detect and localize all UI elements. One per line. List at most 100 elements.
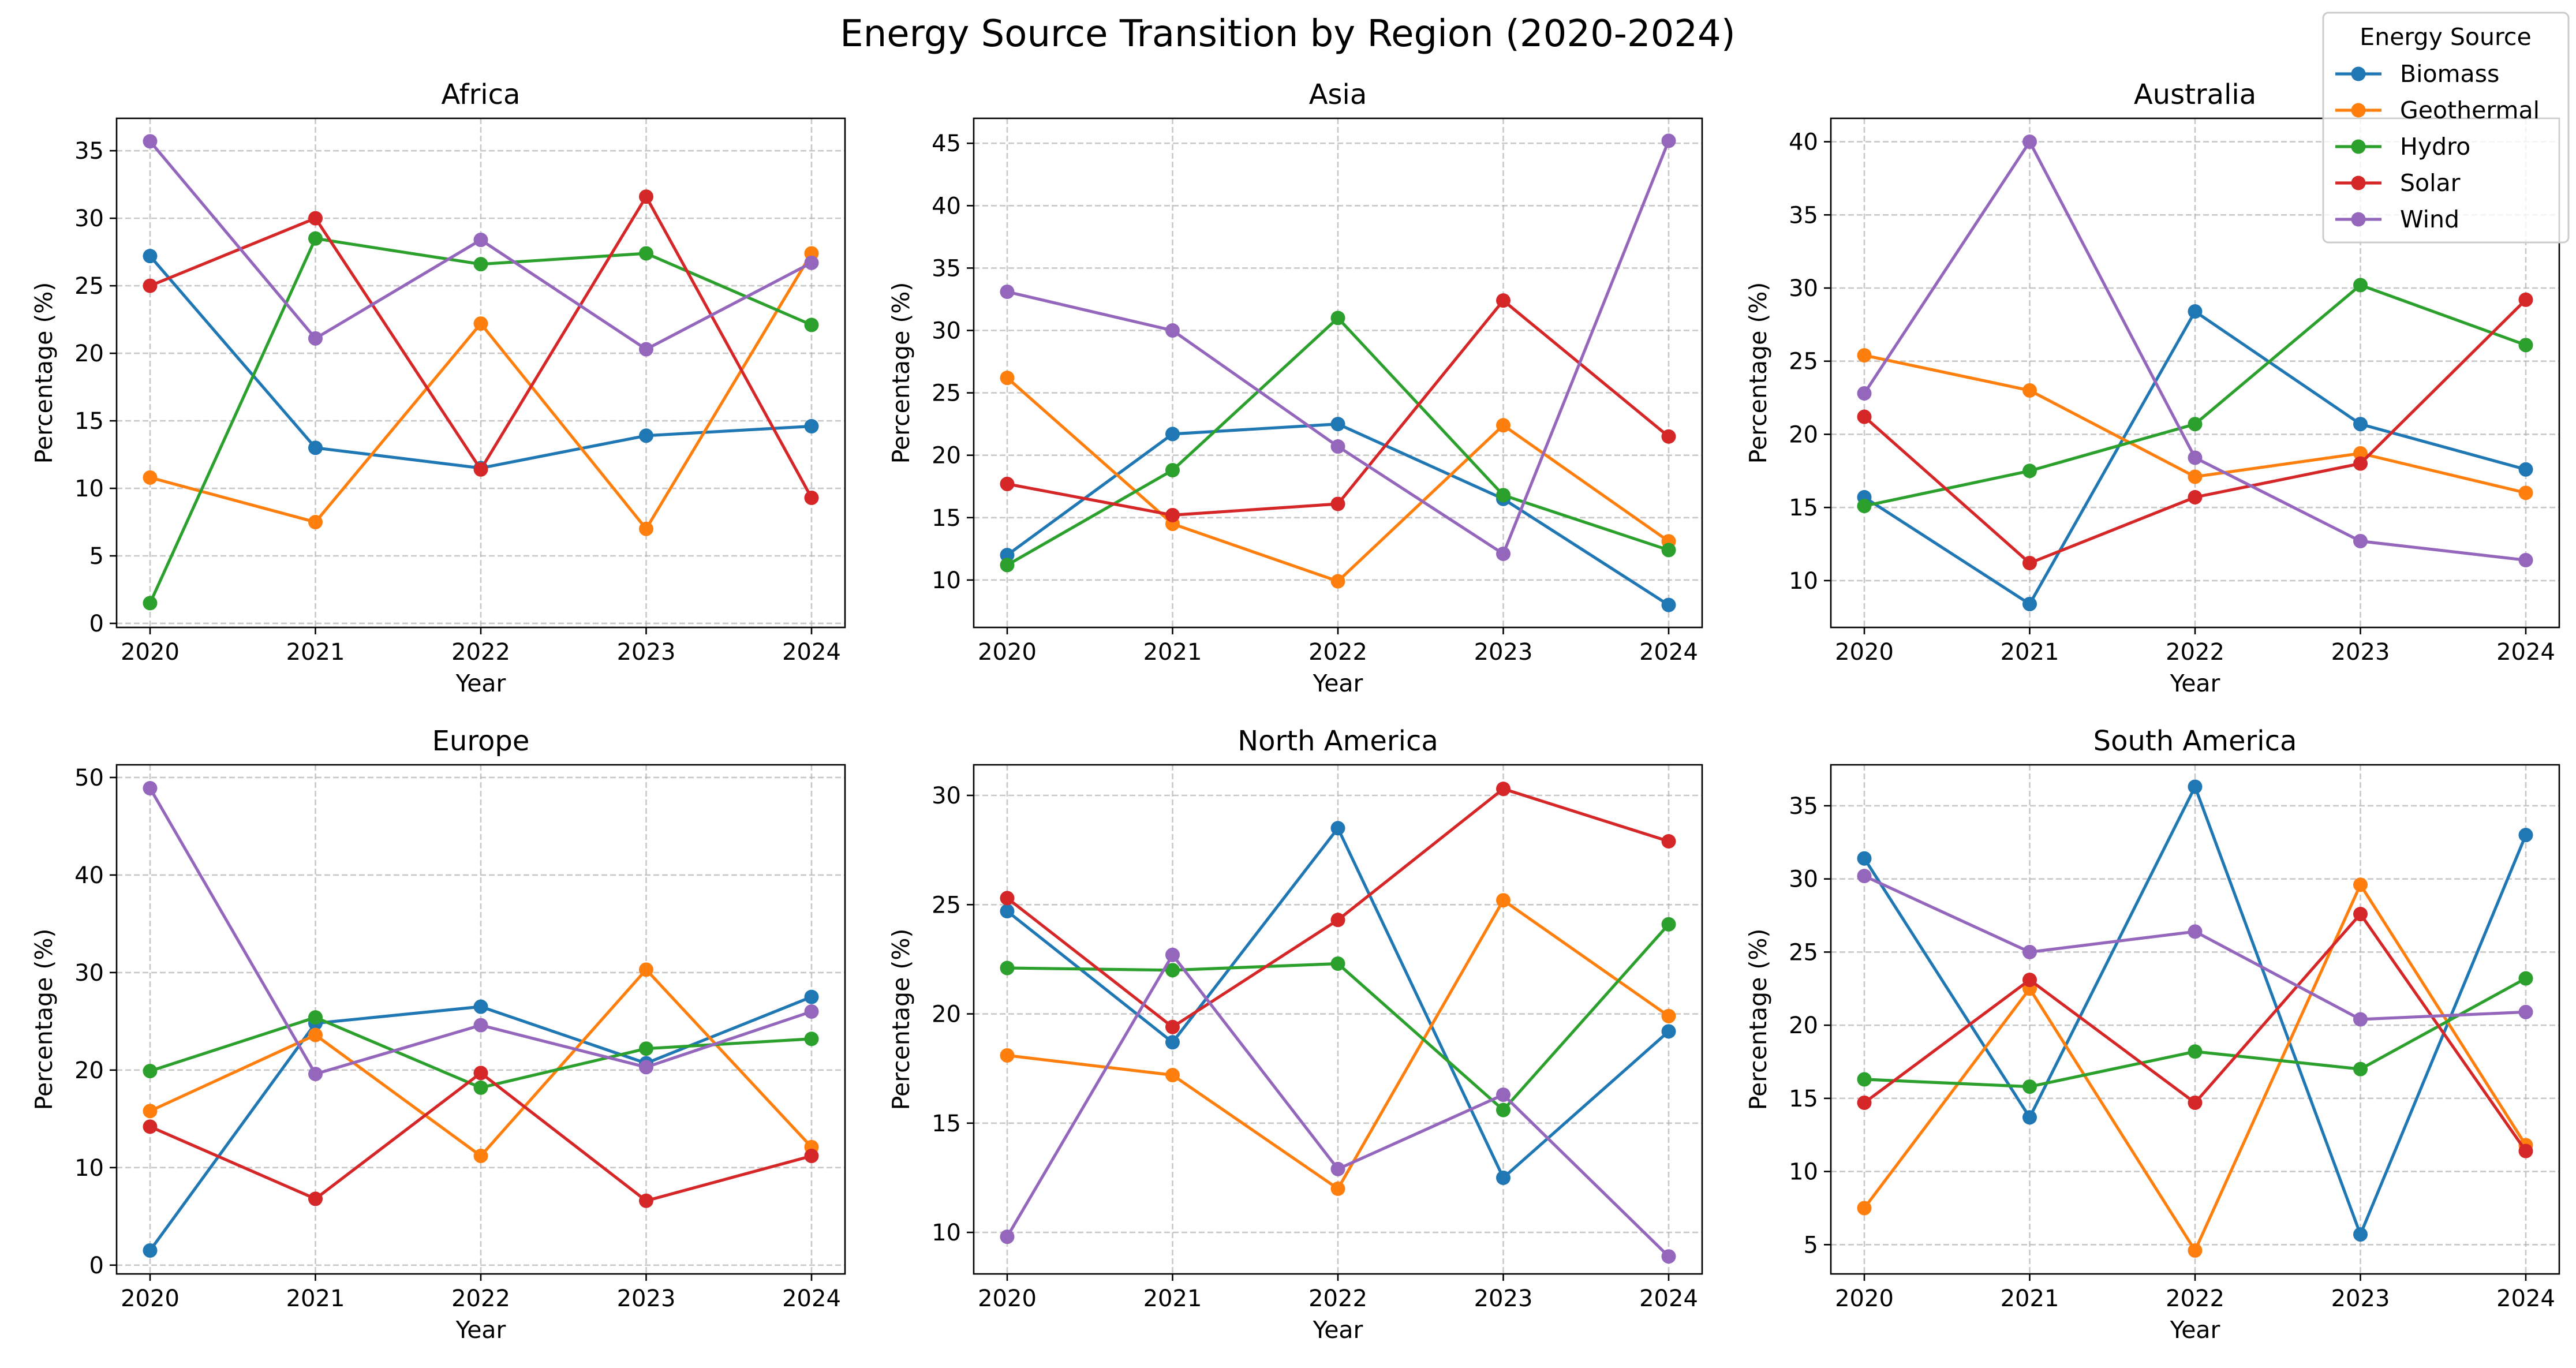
data-point-solar-2022 xyxy=(1330,913,1345,928)
y-tick-label: 40 xyxy=(74,862,104,889)
data-point-wind-2022 xyxy=(1330,439,1345,454)
data-point-hydro-2023 xyxy=(2353,1061,2368,1077)
data-point-geothermal-2020 xyxy=(1000,1048,1015,1063)
data-point-geothermal-2024 xyxy=(2518,485,2533,500)
x-tick-label: 2023 xyxy=(617,1285,676,1312)
y-tick-label: 20 xyxy=(1789,1012,1818,1039)
x-tick-label: 2021 xyxy=(286,639,345,666)
data-point-hydro-2024 xyxy=(2518,971,2533,986)
data-point-biomass-2021 xyxy=(2022,1110,2037,1125)
y-tick-label: 10 xyxy=(932,567,961,594)
subplot-title: Australia xyxy=(2134,79,2256,111)
y-tick-label: 10 xyxy=(932,1220,961,1246)
x-tick-label: 2020 xyxy=(978,1285,1037,1312)
data-point-hydro-2023 xyxy=(1496,488,1511,503)
data-point-wind-2024 xyxy=(804,255,819,270)
y-tick-label: 45 xyxy=(932,130,961,157)
y-tick-label: 10 xyxy=(74,1155,104,1182)
x-tick-label: 2020 xyxy=(978,639,1037,666)
data-point-geothermal-2022 xyxy=(1330,574,1345,589)
data-point-solar-2020 xyxy=(143,1119,158,1134)
data-point-wind-2023 xyxy=(1496,1087,1511,1102)
legend-label-biomass: Biomass xyxy=(2400,60,2499,88)
x-axis-label: Year xyxy=(1313,1316,1363,1344)
x-tick-label: 2021 xyxy=(2001,639,2059,666)
y-axis-label: Percentage (%) xyxy=(887,929,915,1111)
data-point-wind-2021 xyxy=(2022,134,2037,149)
x-tick-label: 2023 xyxy=(1474,639,1533,666)
data-point-biomass-2021 xyxy=(1165,427,1180,442)
data-point-hydro-2022 xyxy=(473,1080,488,1095)
y-tick-label: 30 xyxy=(74,960,104,986)
y-tick-label: 35 xyxy=(1789,202,1818,229)
legend-frame xyxy=(2322,12,2570,244)
data-point-biomass-2021 xyxy=(308,440,323,455)
data-point-wind-2023 xyxy=(1496,546,1511,561)
data-point-biomass-2022 xyxy=(473,999,488,1014)
data-point-biomass-2020 xyxy=(143,1243,158,1258)
y-tick-label: 30 xyxy=(74,205,104,232)
data-point-hydro-2021 xyxy=(308,231,323,246)
legend-marker-geothermal xyxy=(2351,103,2366,118)
y-tick-label: 5 xyxy=(1804,1232,1818,1258)
legend-marker-biomass xyxy=(2351,66,2366,81)
data-point-biomass-2021 xyxy=(2022,596,2037,611)
y-tick-label: 25 xyxy=(74,273,104,300)
data-point-biomass-2023 xyxy=(2353,1227,2368,1242)
subplot-north-america: 2020 2021 2022 2023 2024 10 15 20 25 30 North Amer… xyxy=(887,725,1703,1344)
data-point-geothermal-2020 xyxy=(143,1104,158,1119)
data-point-wind-2021 xyxy=(308,1067,323,1082)
data-point-hydro-2022 xyxy=(2188,1044,2203,1059)
data-point-geothermal-2023 xyxy=(1496,418,1511,433)
subplot-australia: 2020 2021 2022 2023 2024 10 15 20 25 30 35 40 Austra… xyxy=(1744,79,2560,697)
data-point-hydro-2021 xyxy=(1165,963,1180,978)
data-point-biomass-2020 xyxy=(143,249,158,264)
data-point-biomass-2024 xyxy=(1661,597,1676,612)
data-point-hydro-2020 xyxy=(143,596,158,611)
data-point-hydro-2022 xyxy=(473,257,488,272)
legend-label-wind: Wind xyxy=(2400,205,2459,233)
x-tick-label: 2020 xyxy=(1835,639,1894,666)
data-point-solar-2023 xyxy=(2353,907,2368,922)
data-point-solar-2023 xyxy=(2353,456,2368,471)
data-point-wind-2022 xyxy=(1330,1161,1345,1176)
data-point-hydro-2023 xyxy=(2353,278,2368,293)
data-point-geothermal-2020 xyxy=(1000,371,1015,386)
axes-layer: 2020 2021 2022 2023 202405101520253035Africa… xyxy=(30,79,2560,1344)
data-point-hydro-2024 xyxy=(1661,917,1676,932)
x-tick-label: 2020 xyxy=(121,1285,180,1312)
y-tick-label: 20 xyxy=(932,1001,961,1028)
x-tick-label: 2021 xyxy=(1143,1285,1202,1312)
data-point-solar-2021 xyxy=(308,211,323,226)
subplot-africa: 2020 2021 2022 2023 2024 0 5 10 15 20 25 30 35 Africa… xyxy=(30,79,846,697)
data-point-solar-2021 xyxy=(2022,973,2037,988)
data-point-hydro-2022 xyxy=(1330,311,1345,326)
data-point-geothermal-2021 xyxy=(308,515,323,530)
y-tick-label: 25 xyxy=(932,380,961,407)
data-point-solar-2022 xyxy=(2188,489,2203,504)
x-tick-label: 2023 xyxy=(617,639,676,666)
data-point-wind-2022 xyxy=(2188,450,2203,465)
y-tick-label: 15 xyxy=(1789,1086,1818,1112)
y-axis-label: Percentage (%) xyxy=(30,282,58,464)
data-point-solar-2024 xyxy=(804,490,819,505)
y-tick-label: 30 xyxy=(932,783,961,809)
y-axis-label: Percentage (%) xyxy=(1744,929,1772,1111)
data-point-hydro-2022 xyxy=(2188,417,2203,432)
data-point-biomass-2022 xyxy=(2188,779,2203,794)
y-axis-label: Percentage (%) xyxy=(1744,282,1772,464)
y-tick-label: 5 xyxy=(89,543,104,570)
subplot-title: South America xyxy=(2093,725,2297,757)
y-tick-label: 15 xyxy=(1789,495,1818,521)
data-point-wind-2024 xyxy=(2518,1004,2533,1019)
data-point-solar-2021 xyxy=(2022,555,2037,570)
subplot-title: Asia xyxy=(1309,79,1367,111)
data-point-biomass-2020 xyxy=(1000,548,1015,563)
data-point-hydro-2021 xyxy=(1165,463,1180,478)
data-point-solar-2024 xyxy=(804,1149,819,1164)
data-point-biomass-2024 xyxy=(804,989,819,1004)
data-point-biomass-2020 xyxy=(1857,851,1872,866)
data-point-geothermal-2023 xyxy=(639,962,653,977)
data-point-wind-2020 xyxy=(143,134,158,149)
